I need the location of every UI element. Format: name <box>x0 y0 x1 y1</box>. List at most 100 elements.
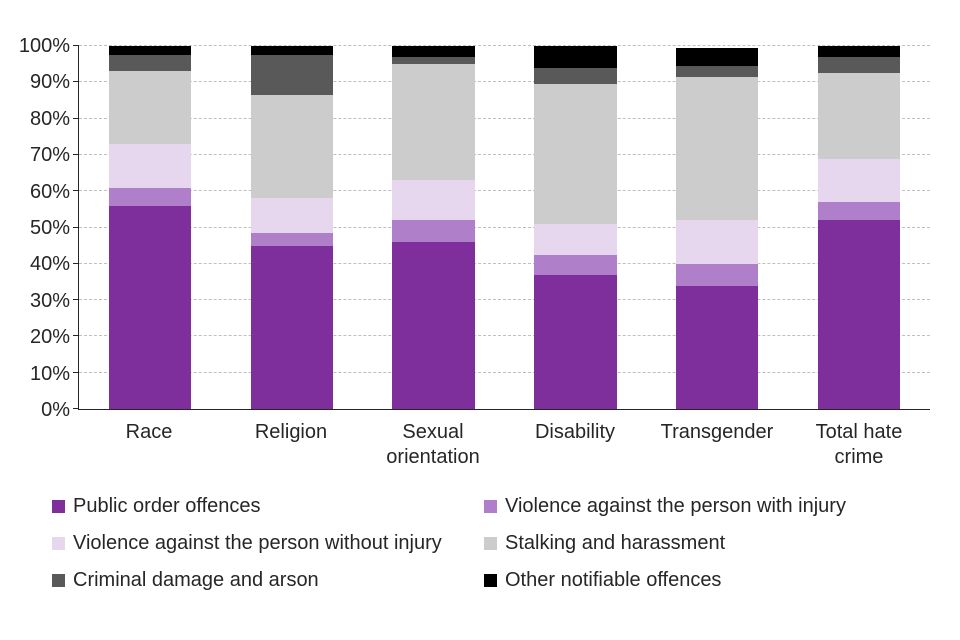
x-axis-label-disability: Disability <box>504 420 646 470</box>
segment-other-notifiable-offences <box>817 46 901 57</box>
legend: Public order offences Violence against th… <box>52 494 937 592</box>
y-axis-label-80: 80% <box>29 107 70 130</box>
bar-slot-3 <box>504 46 646 409</box>
y-tick-60 <box>73 190 79 192</box>
segment-other-notifiable-offences <box>534 46 617 68</box>
legend-swatch <box>52 536 65 550</box>
y-tick-10 <box>73 371 79 373</box>
legend-item-stalking-and-harassment: Stalking and harassment <box>484 531 937 555</box>
segment-violence-against-the-person-with-injury <box>817 202 901 221</box>
segment-criminal-damage-and-arson <box>392 56 475 65</box>
segment-public-order-offences <box>108 205 192 409</box>
bar-transgender <box>676 46 759 409</box>
legend-swatch <box>484 499 497 513</box>
segment-violence-against-the-person-without-injury <box>817 158 901 203</box>
y-tick-90 <box>73 81 79 83</box>
gridline-30 <box>79 299 930 301</box>
y-tick-70 <box>73 153 79 155</box>
legend-item-other-notifiable-offences: Other notifiable offences <box>484 568 937 592</box>
y-axis-label-10: 10% <box>29 362 70 385</box>
segment-stalking-and-harassment <box>676 76 759 221</box>
x-axis-label-religion: Religion <box>220 420 362 470</box>
plot-area <box>73 45 930 410</box>
y-tick-50 <box>73 226 79 228</box>
segment-other-notifiable-offences <box>392 46 475 57</box>
gridline-80 <box>79 117 930 119</box>
segment-stalking-and-harassment <box>817 73 901 159</box>
x-axis-label-text: Religion <box>254 421 328 443</box>
y-tick-80 <box>73 117 79 119</box>
segment-criminal-damage-and-arson <box>676 66 759 77</box>
bar-race <box>108 46 192 409</box>
segment-violence-against-the-person-with-injury <box>250 232 333 246</box>
legend-label: Criminal damage and arson <box>73 569 319 591</box>
y-tick-0 <box>73 408 79 409</box>
x-axis-label-text: Disability <box>534 421 616 443</box>
x-axis-label-total-hate-crime: Total hate crime <box>788 420 930 470</box>
y-tick-20 <box>73 335 79 337</box>
legend-swatch <box>484 536 497 550</box>
bar-slot-5 <box>788 46 930 409</box>
segment-stalking-and-harassment <box>250 95 333 199</box>
segment-public-order-offences <box>817 220 901 409</box>
segment-other-notifiable-offences <box>250 46 333 56</box>
x-axis-label-race: Race <box>78 420 220 470</box>
segment-violence-against-the-person-without-injury <box>534 223 617 255</box>
bar-religion <box>250 46 333 409</box>
gridline-20 <box>79 335 930 337</box>
y-axis: 0% 10% 20% 30% 40% 50% 60% 70% 80% 90% 100% <box>0 35 70 421</box>
segment-violence-against-the-person-with-injury <box>676 263 759 286</box>
bar-disability <box>534 46 617 409</box>
y-tick-40 <box>73 262 79 264</box>
segment-stalking-and-harassment <box>108 71 192 145</box>
bar-total-hate-crime <box>817 46 901 409</box>
legend-label: Other notifiable offences <box>505 569 722 591</box>
segment-public-order-offences <box>392 242 475 409</box>
legend-item-violence-against-the-person-without-injury: Violence against the person without inju… <box>52 531 484 555</box>
y-axis-label-0: 0% <box>41 399 70 421</box>
legend-swatch <box>484 573 497 587</box>
y-axis-label-70: 70% <box>29 144 70 167</box>
y-axis-label-20: 20% <box>29 326 70 349</box>
gridline-90 <box>79 81 930 83</box>
y-tick-100 <box>73 45 79 46</box>
y-axis-label-30: 30% <box>29 289 70 312</box>
x-axis-label-text: Total hate crime <box>815 421 903 468</box>
gridline-70 <box>79 153 930 155</box>
y-axis-label-40: 40% <box>29 253 70 276</box>
legend-label: Violence against the person with injury <box>505 495 846 517</box>
bar-slot-2 <box>363 46 505 409</box>
segment-public-order-offences <box>534 274 617 409</box>
segment-violence-against-the-person-without-injury <box>250 198 333 233</box>
legend-label: Public order offences <box>73 495 261 517</box>
legend-item-criminal-damage-and-arson: Criminal damage and arson <box>52 568 484 592</box>
legend-item-public-order-offences: Public order offences <box>52 494 484 518</box>
segment-violence-against-the-person-with-injury <box>108 187 192 206</box>
segment-violence-against-the-person-with-injury <box>392 220 475 243</box>
gridline-10 <box>79 371 930 373</box>
segment-other-notifiable-offences <box>108 46 192 56</box>
y-axis-label-90: 90% <box>29 71 70 94</box>
legend-swatch <box>52 573 65 587</box>
gridline-50 <box>79 226 930 228</box>
segment-violence-against-the-person-without-injury <box>108 144 192 188</box>
bar-slot-0 <box>79 46 221 409</box>
segment-violence-against-the-person-without-injury <box>392 180 475 221</box>
gridline-40 <box>79 262 930 264</box>
x-axis-label-sexual-orientation: Sexual orientation <box>362 420 504 470</box>
segment-criminal-damage-and-arson <box>534 67 617 85</box>
x-axis-label-text: Race <box>125 421 173 443</box>
gridline-60 <box>79 190 930 192</box>
segment-public-order-offences <box>250 245 333 409</box>
segment-criminal-damage-and-arson <box>108 55 192 72</box>
y-axis-label-100: 100% <box>18 35 70 57</box>
legend-item-violence-against-the-person-with-injury: Violence against the person with injury <box>484 494 937 518</box>
segment-violence-against-the-person-without-injury <box>676 220 759 264</box>
x-axis-label-text: Transgender <box>660 421 774 443</box>
segment-criminal-damage-and-arson <box>250 55 333 96</box>
x-axis-label-text: Sexual orientation <box>386 421 480 468</box>
segment-stalking-and-harassment <box>392 64 475 181</box>
bar-slot-4 <box>646 46 788 409</box>
legend-swatch <box>52 499 65 513</box>
